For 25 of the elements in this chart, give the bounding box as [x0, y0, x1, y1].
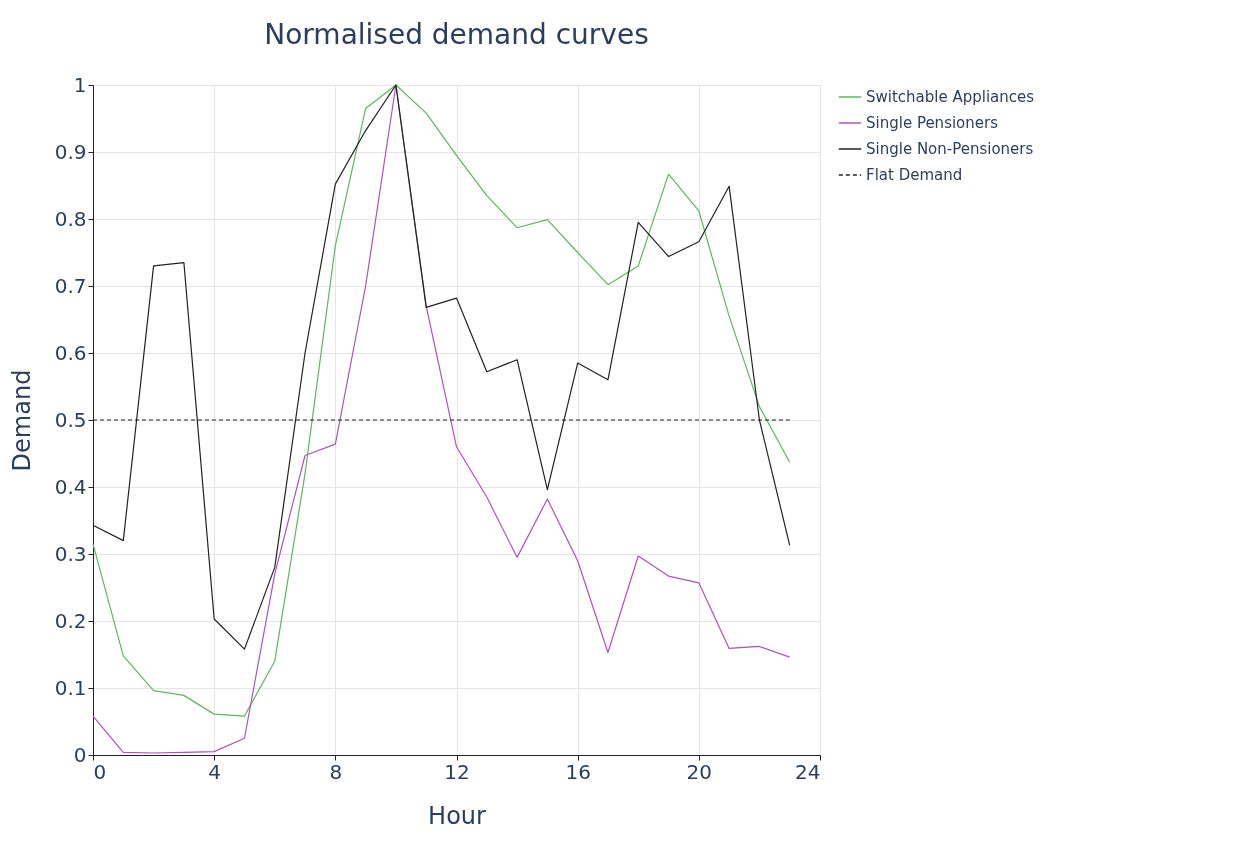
x-tick-label: 0	[93, 759, 107, 784]
legend-label: Single Pensioners	[866, 114, 999, 132]
x-tick-label: 4	[208, 759, 222, 784]
x-tick-label: 16	[565, 759, 591, 784]
y-axis-title: Demand	[7, 369, 36, 472]
y-tick-label: 0.9	[54, 139, 87, 164]
x-tick-label: 8	[329, 759, 343, 784]
y-tick-label: 0.5	[54, 407, 87, 432]
y-tick-label: 0.2	[54, 608, 87, 633]
legend-label: Single Non-Pensioners	[866, 140, 1034, 158]
chart-title: Normalised demand curves	[264, 18, 649, 51]
x-tick-label: 20	[686, 759, 713, 784]
y-tick-label: 1	[73, 72, 87, 97]
legend-label: Switchable Appliances	[866, 88, 1035, 106]
y-tick-label: 0.7	[54, 273, 87, 298]
x-tick-label: 12	[444, 759, 470, 784]
x-tick-label: 24	[795, 759, 821, 784]
y-tick-label: 0.3	[54, 541, 87, 566]
y-tick-label: 0.6	[54, 340, 87, 365]
y-tick-label: 0.4	[54, 474, 87, 499]
y-tick-label: 0	[73, 742, 87, 767]
y-tick-label: 0.1	[54, 675, 87, 700]
y-tick-label: 0.8	[54, 206, 87, 231]
legend-label: Flat Demand	[866, 166, 963, 184]
x-axis-title: Hour	[428, 801, 487, 830]
